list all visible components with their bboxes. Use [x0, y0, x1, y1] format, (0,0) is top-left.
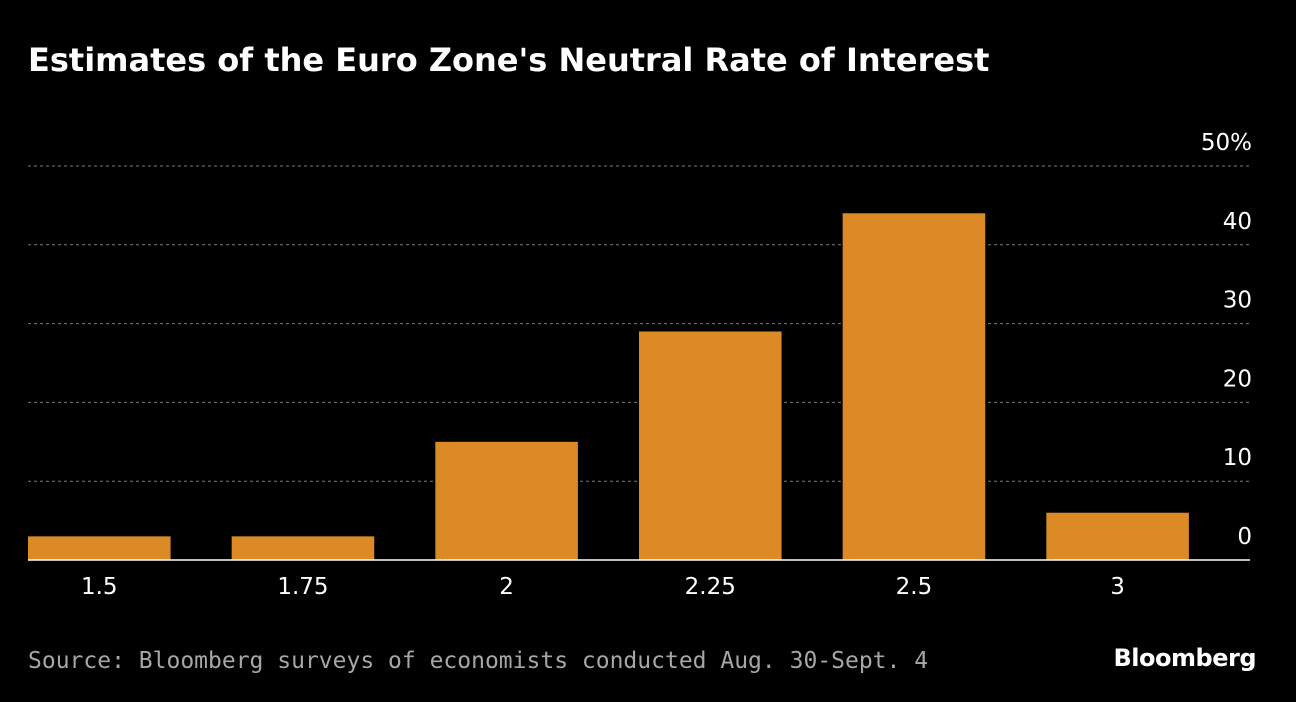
bars	[28, 213, 1189, 560]
bar-2.5	[842, 213, 986, 560]
x-tick-label: 2.25	[685, 574, 736, 600]
y-tick-label: 20	[1223, 366, 1252, 392]
bar-2	[435, 441, 578, 560]
y-tick-label: 10	[1223, 445, 1252, 471]
y-tick-label: 50%	[1201, 130, 1252, 156]
bloomberg-logo: Bloomberg	[1113, 644, 1257, 672]
x-tick-label: 2	[499, 574, 514, 600]
x-tick-label: 2.5	[896, 574, 933, 600]
x-tick-label: 1.5	[81, 574, 118, 600]
bar-1.75	[231, 536, 375, 560]
bar-3	[1046, 512, 1189, 560]
y-tick-label: 40	[1223, 209, 1252, 235]
bar-2.25	[639, 331, 782, 560]
y-tick-label: 0	[1237, 524, 1252, 550]
bar-1.5	[28, 536, 171, 560]
x-tick-label: 1.75	[277, 574, 328, 600]
x-tick-label: 3	[1110, 574, 1125, 600]
chart-title: Estimates of the Euro Zone's Neutral Rat…	[28, 41, 990, 79]
source-note: Source: Bloomberg surveys of economists …	[28, 648, 929, 674]
y-axis-tick-labels: 0 10 20 30 40 50%	[1201, 130, 1252, 550]
x-axis-tick-labels: 1.5 1.75 2 2.25 2.5 3	[81, 574, 1125, 600]
y-tick-label: 30	[1223, 288, 1252, 314]
